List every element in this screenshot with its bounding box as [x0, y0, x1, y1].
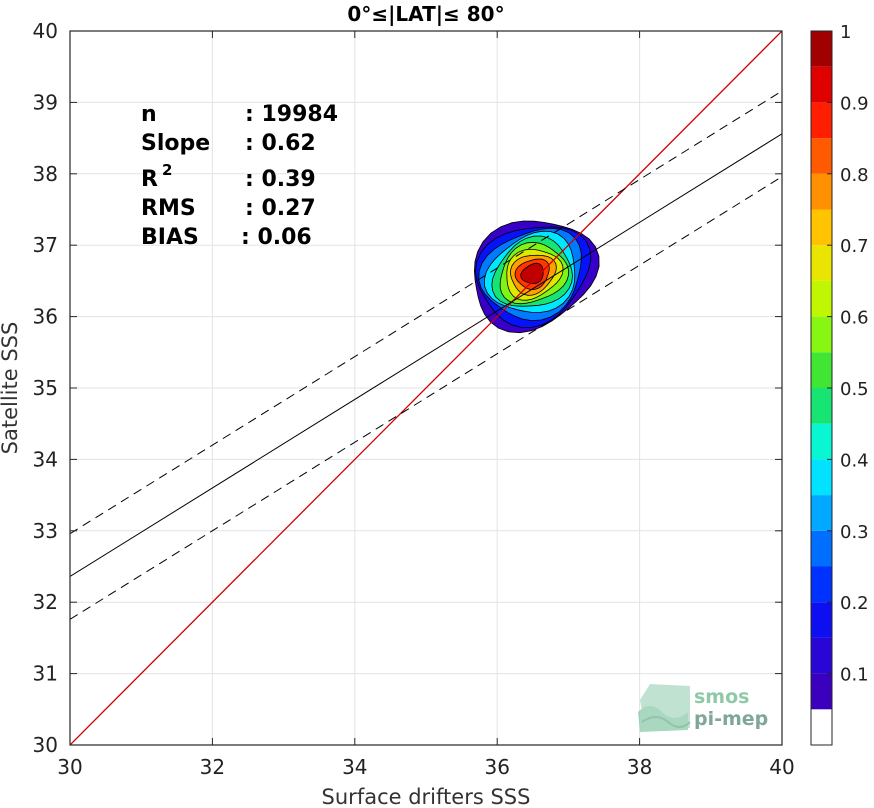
- x-axis-ticks: 30 32 34 36 38 40: [57, 31, 795, 779]
- colorbar-segment: [811, 173, 832, 210]
- colorbar-tick-label: 0.5: [840, 379, 869, 400]
- colorbar-ticks: 0.1 0.2 0.3 0.4 0.5 0.6 0.7 0.8 0.9 1: [827, 22, 869, 686]
- colorbar-segment: [811, 388, 832, 424]
- smos-pi-mep-logo: smos pi-mep: [638, 684, 768, 732]
- stats-box: n : 19984 Slope : 0.62 R 2 : 0.39 RMS : …: [141, 102, 338, 250]
- colorbar-segment: [811, 209, 832, 246]
- colorbar-segment: [811, 66, 832, 103]
- regression-lines: [70, 31, 782, 745]
- colorbar-segment: [811, 316, 832, 353]
- y-tick-label: 30: [33, 733, 58, 757]
- stat-slope-value: : 0.62: [245, 131, 316, 156]
- x-tick-label: 40: [769, 755, 794, 779]
- wave-logo-icon: [638, 684, 691, 732]
- fit-lower-bound: [70, 176, 782, 620]
- colorbar-segment: [811, 566, 832, 603]
- x-tick-label: 38: [627, 755, 652, 779]
- colorbar-segment: [811, 138, 832, 174]
- colorbar-tick-label: 0.3: [840, 522, 869, 543]
- y-axis-ticks: 30 31 32 33 34 35 36 37 38 39 40: [33, 19, 782, 757]
- colorbar-tick-label: 0.4: [840, 450, 869, 471]
- x-tick-label: 32: [200, 755, 225, 779]
- x-axis-label: Surface drifters SSS: [322, 785, 531, 808]
- colorbar-segment: [811, 673, 832, 710]
- colorbar-segment: [811, 102, 832, 139]
- stat-bias-value: : 0.06: [241, 225, 312, 250]
- colorbar-segment: [811, 459, 832, 496]
- colorbar-tick-label: 1: [840, 22, 851, 43]
- logo-line1: smos: [694, 686, 749, 708]
- stat-n-value: : 19984: [245, 102, 338, 127]
- colorbar-segment: [811, 495, 832, 531]
- x-tick-label: 36: [484, 755, 509, 779]
- y-tick-label: 35: [33, 376, 58, 400]
- colorbar-segment: [811, 530, 832, 567]
- fit-line: [70, 133, 782, 577]
- y-tick-label: 40: [33, 19, 58, 43]
- y-axis-label: Satellite SSS: [0, 322, 22, 455]
- colorbar-segment: [811, 352, 832, 388]
- density-contour: [520, 262, 544, 285]
- logo-line2: pi-mep: [694, 708, 768, 730]
- colorbar-tick-label: 0.8: [840, 165, 869, 186]
- y-tick-label: 36: [33, 305, 58, 329]
- y-tick-label: 39: [33, 90, 58, 114]
- colorbar-segment: [811, 423, 832, 460]
- colorbar-tick-label: 0.6: [840, 308, 869, 329]
- colorbar-tick-label: 0.2: [840, 593, 869, 614]
- y-tick-label: 37: [33, 233, 58, 257]
- y-tick-label: 34: [33, 447, 58, 471]
- identity-line: [70, 31, 782, 745]
- fit-upper-bound: [70, 90, 782, 535]
- x-tick-label: 34: [342, 755, 367, 779]
- x-tick-label: 30: [57, 755, 82, 779]
- stat-rms-value: : 0.27: [245, 196, 316, 221]
- stat-r2-label: R: [141, 167, 158, 192]
- colorbar-segment: [811, 245, 832, 281]
- colorbar-segment: [811, 602, 832, 638]
- colorbar-tick-label: 0.1: [840, 665, 869, 686]
- stat-r2-superscript: 2: [162, 161, 172, 179]
- y-tick-label: 31: [33, 662, 58, 686]
- stat-r2-value: : 0.39: [245, 167, 316, 192]
- y-tick-label: 38: [33, 162, 58, 186]
- y-tick-label: 32: [33, 590, 58, 614]
- stat-slope-label: Slope: [141, 131, 210, 156]
- chart-title: 0°≤|LAT|≤ 80°: [347, 2, 504, 26]
- stat-n-label: n: [141, 102, 157, 127]
- stat-bias-label: BIAS: [141, 225, 199, 250]
- colorbar: [810, 30, 833, 746]
- y-tick-label: 33: [33, 519, 58, 543]
- colorbar-segment: [811, 709, 832, 745]
- colorbar-tick-label: 0.7: [840, 236, 869, 257]
- stat-rms-label: RMS: [141, 196, 196, 221]
- colorbar-segment: [811, 637, 832, 674]
- grid: [69, 30, 783, 746]
- colorbar-tick-label: 0.9: [840, 93, 869, 114]
- colorbar-segment: [811, 280, 832, 317]
- colorbar-segment: [811, 31, 832, 67]
